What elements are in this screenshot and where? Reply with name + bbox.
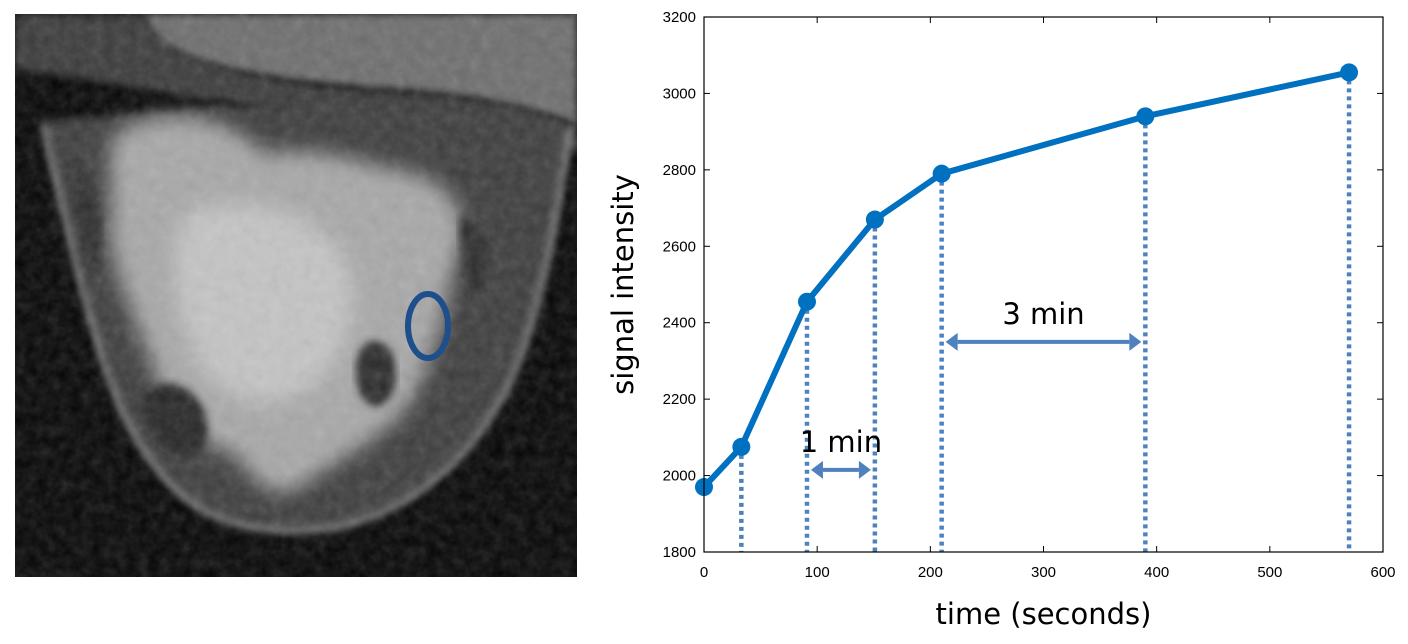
y-axis-title: signal intensity [606,174,640,395]
y-tick-label: 2600 [663,238,696,255]
x-tick-label: 200 [918,564,943,581]
roi-ellipse [405,291,451,361]
data-point [1136,107,1155,126]
drop-lines [739,72,1352,552]
x-tick-label: 400 [1144,564,1169,581]
x-axis-title: time (seconds) [936,597,1152,631]
y-tick-label: 1800 [663,544,696,561]
data-point [1340,63,1359,82]
y-tick-labels: 1800 2000 2200 2400 2600 2800 3000 3200 [663,9,696,561]
y-tick-label: 3200 [663,9,696,26]
y-tick-label: 2200 [663,391,696,408]
x-tick-label: 100 [805,564,830,581]
y-tick-label: 3000 [663,85,696,102]
data-point [932,164,951,183]
x-tick-label: 0 [700,564,708,581]
y-tick-label: 2000 [663,468,696,485]
x-tick-label: 600 [1370,564,1395,581]
x-tick-label: 500 [1257,564,1282,581]
interval-arrowhead-right [858,460,871,479]
x-tick-labels: 0 100 200 300 400 500 600 [700,564,1396,581]
interval-labels: 1 min 3 min [800,297,1085,459]
interval-arrowhead-left [945,332,958,351]
interval-label: 3 min [1002,297,1084,331]
mri-image [15,14,577,577]
mri-image-graphic [15,14,577,577]
data-point [865,210,884,229]
interval-label: 1 min [800,425,882,459]
data-point [797,292,816,311]
y-tick-label: 2800 [663,162,696,179]
tick-marks [703,16,1384,553]
series-layer [695,63,1359,497]
y-tick-label: 2400 [663,315,696,332]
interval-arrowhead-left [810,460,823,479]
interval-arrows [810,332,1142,479]
data-point [732,437,751,456]
x-tick-label: 300 [1031,564,1056,581]
interval-arrowhead-right [1129,332,1142,351]
